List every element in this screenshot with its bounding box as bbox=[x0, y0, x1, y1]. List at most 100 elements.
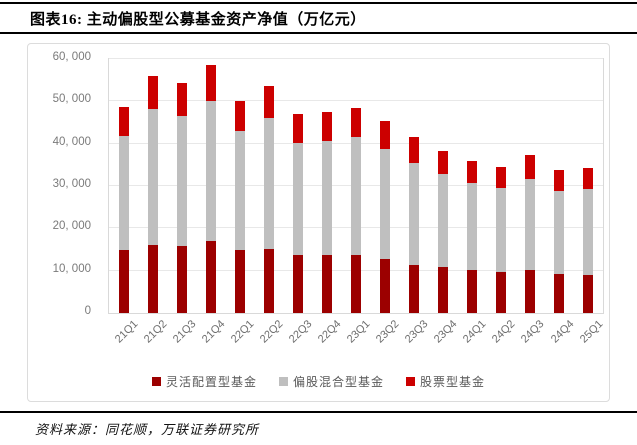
legend-item: 股票型基金 bbox=[406, 373, 485, 390]
bar-22Q2 bbox=[263, 85, 274, 313]
legend-swatch bbox=[151, 377, 161, 386]
x-tick-label: 23Q3 bbox=[403, 318, 431, 346]
x-tick-label: 24Q1 bbox=[461, 318, 489, 346]
bar-segment bbox=[467, 161, 478, 183]
bar-segment bbox=[380, 259, 391, 313]
x-tick-label: 21Q2 bbox=[141, 318, 170, 346]
bar-segment bbox=[525, 178, 536, 271]
bar-22Q3 bbox=[292, 114, 303, 313]
bar-segment bbox=[147, 75, 158, 109]
legend-label: 偏股混合型基金 bbox=[292, 375, 384, 389]
bar-23Q2 bbox=[380, 120, 391, 313]
bar-segment bbox=[118, 107, 129, 136]
bar-24Q1 bbox=[467, 161, 478, 313]
bar-segment bbox=[321, 112, 332, 142]
bar-segment bbox=[525, 270, 536, 313]
x-tick-label: 22Q4 bbox=[315, 318, 344, 346]
x-tick-label: 23Q4 bbox=[432, 318, 460, 346]
bar-segment bbox=[292, 143, 303, 255]
bar-segment bbox=[176, 246, 187, 313]
top-rule bbox=[0, 2, 637, 4]
legend-item: 灵活配置型基金 bbox=[151, 373, 257, 390]
legend-label: 股票型基金 bbox=[420, 375, 486, 389]
bar-segment bbox=[554, 274, 565, 313]
bar-segment bbox=[118, 135, 129, 250]
y-tick-label: 50, 000 bbox=[52, 93, 91, 106]
source-note: 资料来源：同花顺，万联证券研究所 bbox=[35, 422, 260, 437]
bar-segment bbox=[438, 267, 449, 313]
bar-segment bbox=[554, 191, 565, 275]
bar-22Q1 bbox=[234, 100, 245, 313]
bar-segment bbox=[118, 249, 129, 313]
bar-24Q4 bbox=[554, 170, 565, 313]
bar-23Q4 bbox=[438, 150, 449, 313]
bar-24Q2 bbox=[496, 166, 507, 313]
bar-segment bbox=[438, 174, 449, 268]
x-tick-label: 21Q3 bbox=[170, 318, 199, 346]
x-tick-label: 22Q3 bbox=[286, 318, 315, 346]
bar-23Q3 bbox=[409, 137, 420, 313]
bar-23Q1 bbox=[351, 108, 361, 313]
bar-segment bbox=[234, 100, 245, 131]
bar-segment bbox=[292, 114, 303, 144]
bar-segment bbox=[351, 108, 361, 137]
title-rule bbox=[0, 32, 637, 34]
x-tick-label: 22Q2 bbox=[257, 318, 286, 346]
bar-segment bbox=[380, 120, 391, 150]
bar-segment bbox=[234, 249, 245, 313]
bar-segment bbox=[263, 248, 274, 313]
chart-figure: 灵活配置型基金 偏股混合型基金 股票型基金 0 10, 000 20, 000 30, 0… bbox=[27, 43, 610, 402]
bar-segment bbox=[176, 116, 187, 247]
y-tick-label: 30, 000 bbox=[52, 178, 91, 190]
bar-22Q4 bbox=[321, 112, 332, 313]
x-tick-label: 21Q4 bbox=[199, 318, 228, 346]
bar-segment bbox=[496, 187, 507, 272]
bar-segment bbox=[351, 255, 361, 313]
bar-21Q3 bbox=[176, 82, 187, 313]
bar-segment bbox=[583, 167, 594, 190]
legend-item: 偏股混合型基金 bbox=[278, 373, 384, 390]
x-tick-label: 24Q4 bbox=[548, 318, 576, 346]
x-tick-label: 22Q1 bbox=[228, 318, 257, 346]
bar-segment bbox=[496, 271, 507, 313]
chart-legend: 灵活配置型基金 偏股混合型基金 股票型基金 bbox=[28, 373, 609, 390]
x-tick-label: 23Q1 bbox=[344, 318, 373, 346]
bar-segment bbox=[583, 274, 594, 313]
x-tick-label: 21Q1 bbox=[112, 318, 141, 346]
bar-25Q1 bbox=[583, 167, 594, 313]
bar-segment bbox=[496, 166, 507, 188]
footer-rule bbox=[0, 411, 637, 413]
bar-segment bbox=[380, 149, 391, 260]
bar-segment bbox=[467, 270, 478, 313]
bar-segment bbox=[554, 170, 565, 192]
legend-swatch bbox=[278, 377, 288, 386]
bar-segment bbox=[147, 244, 158, 313]
bar-segment bbox=[409, 137, 420, 164]
bar-segment bbox=[292, 254, 303, 313]
bar-segment bbox=[205, 64, 216, 101]
y-tick-label: 10, 000 bbox=[52, 262, 91, 275]
bar-21Q4 bbox=[205, 64, 216, 313]
bar-segment bbox=[467, 182, 478, 271]
bar-segment bbox=[525, 155, 536, 179]
legend-label: 灵活配置型基金 bbox=[165, 375, 257, 389]
bar-segment bbox=[438, 150, 449, 175]
bar-segment bbox=[205, 100, 216, 242]
x-tick-label: 24Q2 bbox=[490, 318, 518, 346]
x-tick-label: 24Q3 bbox=[519, 318, 547, 346]
bar-segment bbox=[263, 118, 274, 249]
bar-segment bbox=[409, 163, 420, 265]
legend-swatch bbox=[406, 377, 415, 386]
y-tick-label: 60, 000 bbox=[52, 51, 91, 63]
bar-segment bbox=[147, 108, 158, 245]
bar-21Q2 bbox=[147, 75, 158, 313]
bar-24Q3 bbox=[525, 155, 536, 313]
bar-segment bbox=[176, 82, 187, 117]
bar-segment bbox=[321, 141, 332, 256]
gridline bbox=[109, 58, 603, 59]
bar-segment bbox=[583, 189, 594, 275]
bar-segment bbox=[234, 130, 245, 250]
bar-segment bbox=[205, 241, 216, 313]
x-tick-label: 25Q1 bbox=[577, 318, 605, 346]
